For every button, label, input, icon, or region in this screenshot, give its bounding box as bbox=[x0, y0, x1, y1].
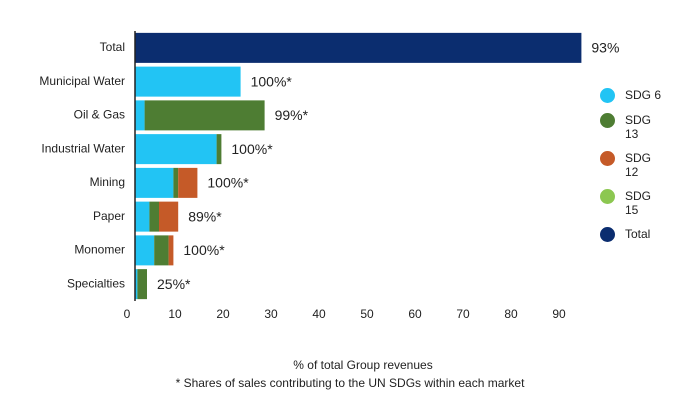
bar-annotation: 100%* bbox=[183, 242, 225, 258]
bar-segment bbox=[173, 167, 179, 198]
bar-annotation: 89%* bbox=[188, 208, 222, 224]
legend-label: SDG 6 bbox=[625, 88, 662, 102]
x-tick-label: 50 bbox=[360, 307, 374, 321]
x-tick-label: 90 bbox=[552, 307, 566, 321]
legend-swatch bbox=[600, 113, 615, 128]
y-tick-label: Paper bbox=[93, 209, 125, 223]
x-tick-label: 0 bbox=[124, 307, 131, 321]
legend-item: Total bbox=[600, 227, 665, 242]
bar-annotation: 100%* bbox=[231, 141, 273, 157]
y-tick-label: Oil & Gas bbox=[74, 108, 125, 122]
y-tick-label: Monomer bbox=[74, 243, 125, 257]
y-tick-label: Municipal Water bbox=[39, 74, 125, 88]
legend-swatch bbox=[600, 189, 615, 204]
legend-item: SDG 13 bbox=[600, 113, 665, 141]
x-tick-label: 60 bbox=[408, 307, 422, 321]
bar-segment bbox=[135, 32, 582, 63]
bar-segment bbox=[178, 167, 198, 198]
legend-item: SDG 15 bbox=[600, 189, 665, 217]
legend-swatch bbox=[600, 227, 615, 242]
bar-segment bbox=[168, 235, 174, 266]
legend-label: SDG 12 bbox=[625, 151, 652, 179]
x-tick-label: 70 bbox=[456, 307, 470, 321]
bar-annotation: 93% bbox=[591, 40, 619, 56]
x-tick-label: 80 bbox=[504, 307, 518, 321]
bar-segment bbox=[144, 100, 265, 131]
x-tick-label: 20 bbox=[216, 307, 230, 321]
bar-segment bbox=[137, 269, 147, 300]
y-tick-label: Mining bbox=[90, 175, 125, 189]
legend-item: SDG 12 bbox=[600, 151, 665, 179]
x-tick-label: 10 bbox=[168, 307, 182, 321]
bar-segment bbox=[216, 134, 222, 165]
y-tick-label: Specialties bbox=[67, 276, 125, 290]
bar-segment bbox=[135, 167, 174, 198]
x-tick-label: 40 bbox=[312, 307, 326, 321]
bar-annotation: 99%* bbox=[275, 107, 309, 123]
footnote: * Shares of sales contributing to the UN… bbox=[176, 376, 525, 390]
bar-segment bbox=[135, 235, 155, 266]
bar-segment bbox=[135, 134, 217, 165]
legend-label: SDG 15 bbox=[625, 189, 652, 217]
legend: SDG 6 SDG 13 SDG 12 SDG 15 Total bbox=[600, 88, 665, 252]
bar-segment bbox=[159, 201, 179, 232]
bar-segment bbox=[135, 66, 241, 97]
bar-segment bbox=[135, 100, 145, 131]
y-tick-label: Total bbox=[100, 40, 125, 54]
legend-label: SDG 13 bbox=[625, 113, 652, 141]
legend-swatch bbox=[600, 88, 615, 103]
x-tick-label: 30 bbox=[264, 307, 278, 321]
y-tick-label: Industrial Water bbox=[41, 141, 125, 155]
bar-segment bbox=[154, 235, 169, 266]
bar-segment bbox=[135, 269, 138, 300]
x-axis-label: % of total Group revenues bbox=[293, 358, 432, 372]
legend-label: Total bbox=[625, 227, 651, 241]
bar-annotation: 25%* bbox=[157, 276, 191, 292]
bar-annotation: 100%* bbox=[251, 73, 293, 89]
bar-segment bbox=[149, 201, 159, 232]
legend-item: SDG 6 bbox=[600, 88, 665, 103]
bar-annotation: 100%* bbox=[207, 175, 249, 191]
legend-swatch bbox=[600, 151, 615, 166]
bar-segment bbox=[135, 201, 150, 232]
